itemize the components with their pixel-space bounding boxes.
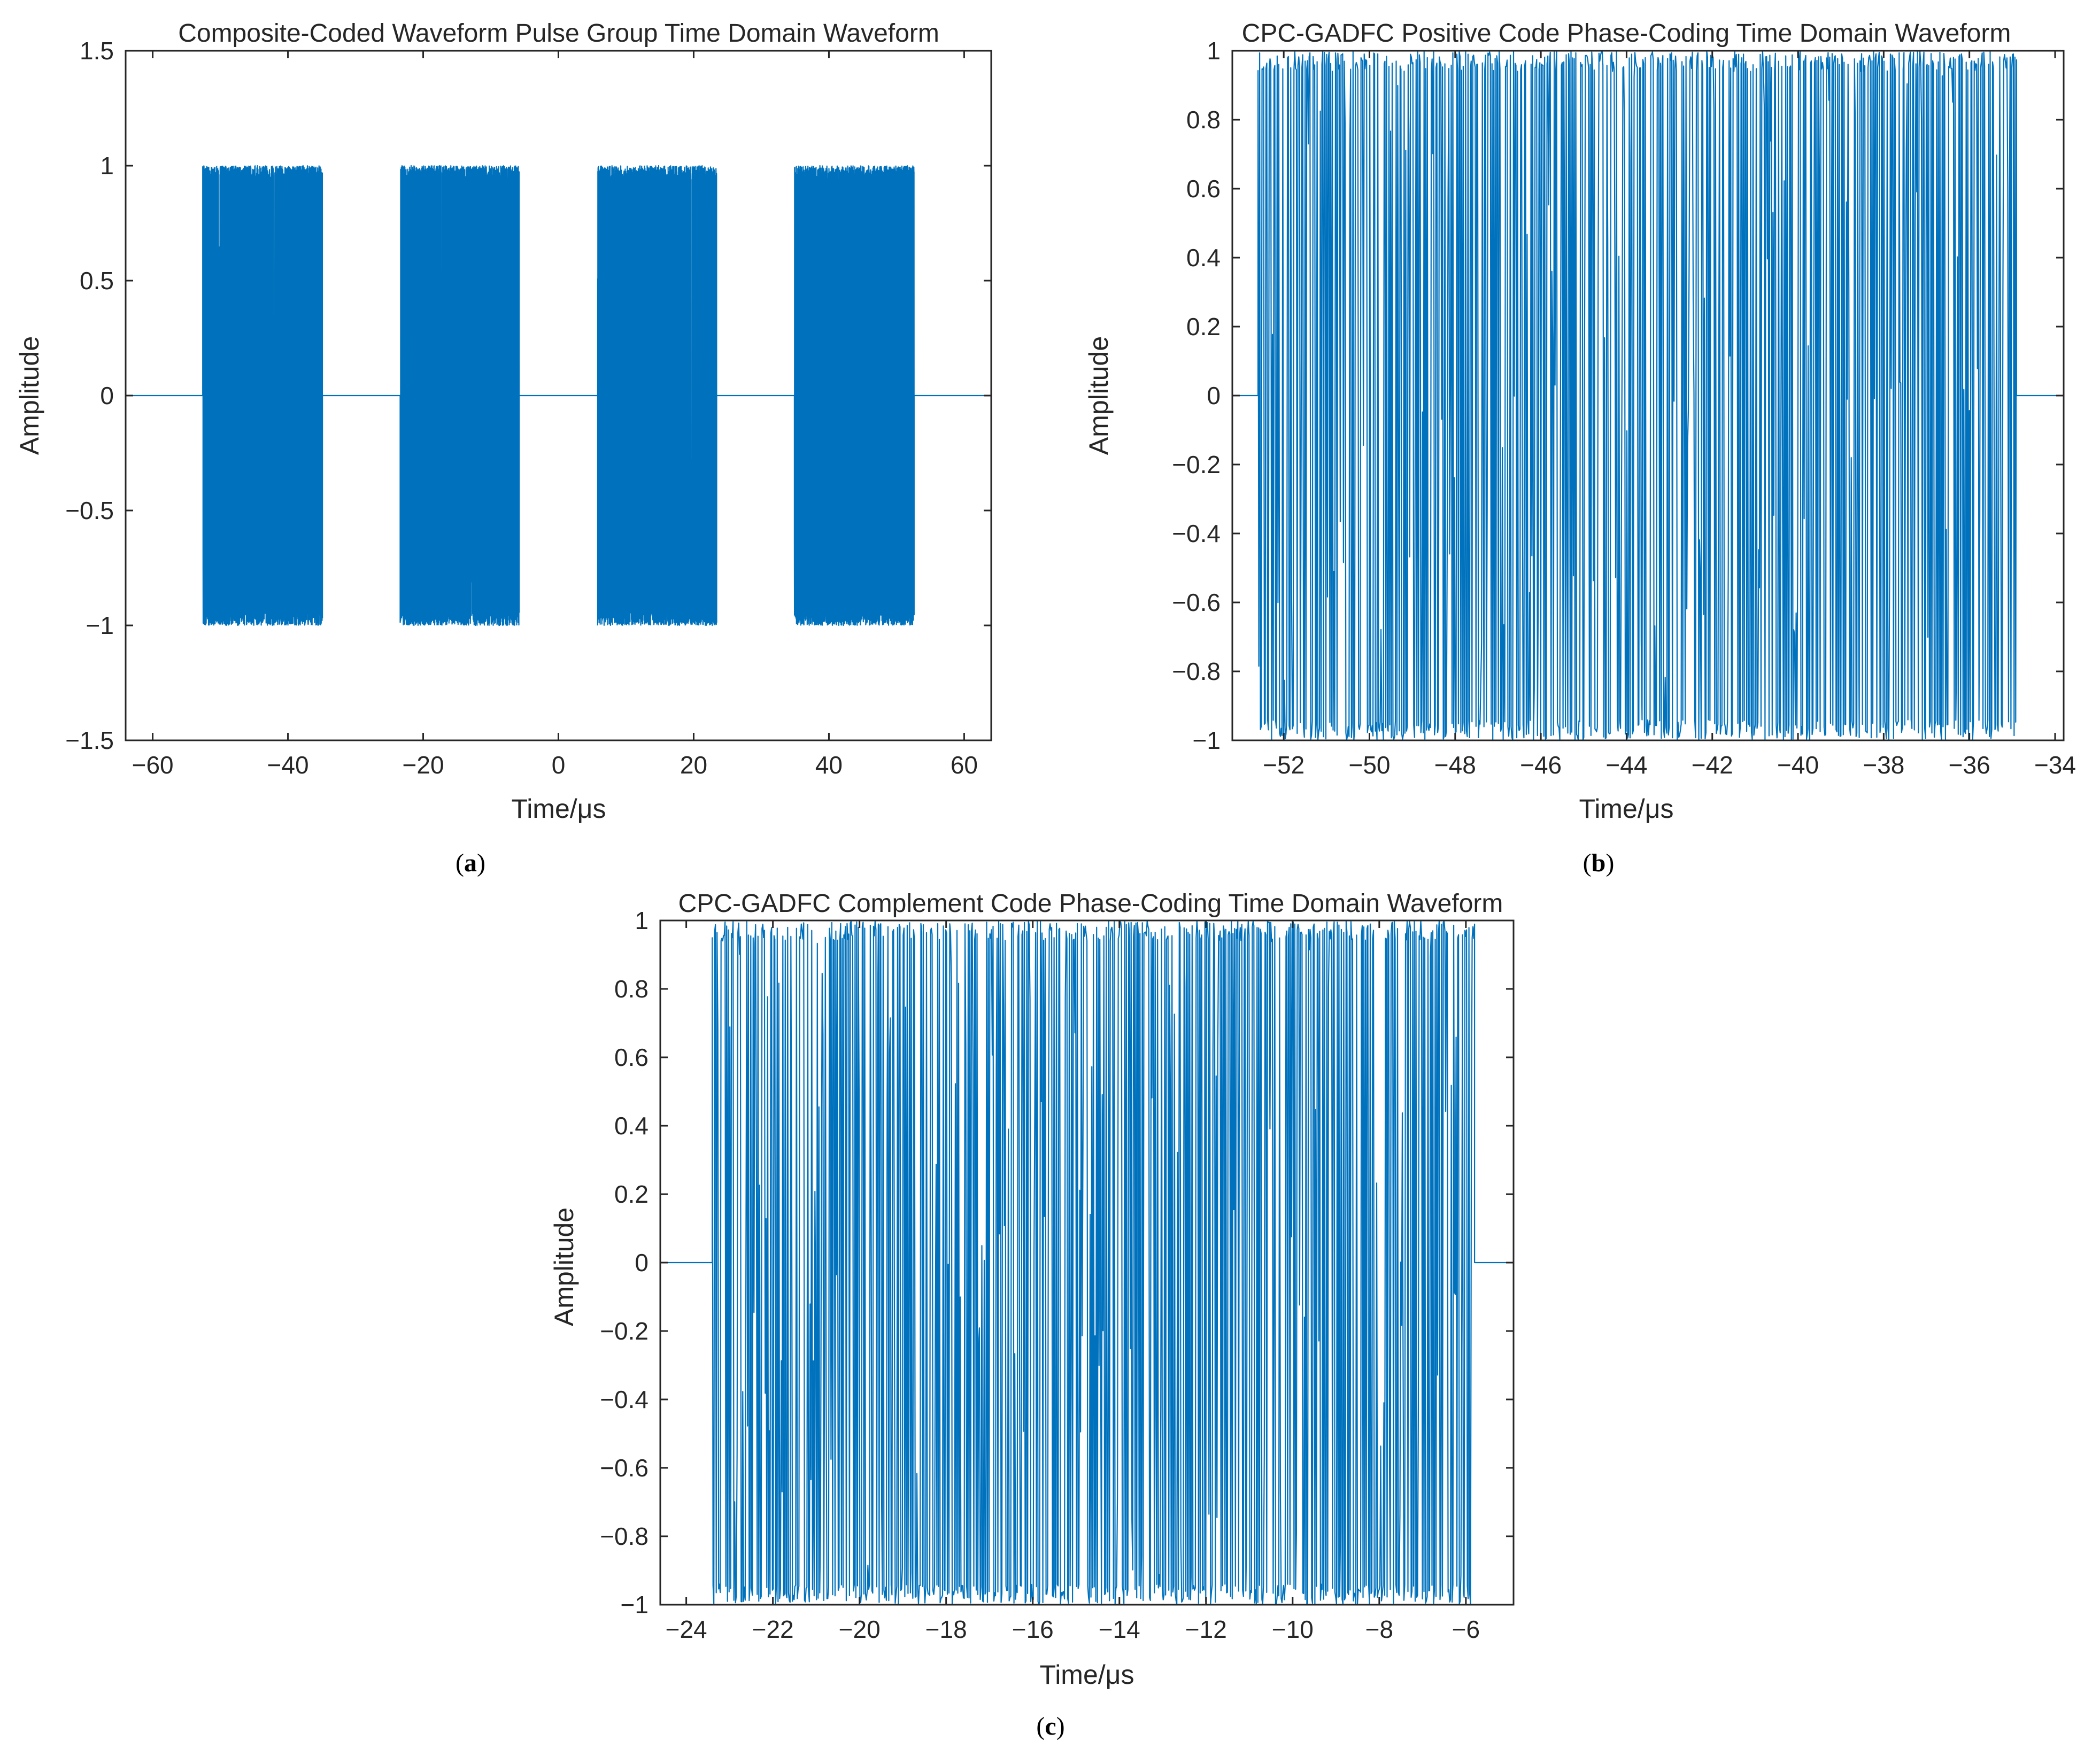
panel-b-caption: (b): [1583, 849, 1615, 877]
panel-a-xtick-label: −40: [267, 751, 309, 779]
panel-a-xtick-label: 0: [552, 751, 566, 779]
panel-b-xtick-label: −42: [1692, 751, 1733, 779]
panel-b-ytick-label: 0.6: [1186, 175, 1221, 203]
panel-b-ylabel: Amplitude: [1084, 336, 1114, 455]
panel-a-ytick-label: −1: [86, 612, 114, 639]
panel-c-caption-letter: c: [1045, 1712, 1056, 1740]
panel-c-caption: (c): [1036, 1712, 1064, 1740]
panel-b-ticks: −52 −50 −48 −46 −44 −42 −40 −38 −36 −34 −1 −0.8 −0.6…: [1172, 37, 2076, 779]
panel-b-ytick-label: −0.4: [1172, 520, 1221, 547]
panel-c-ytick-label: 0: [635, 1249, 649, 1276]
panel-b-ytick-label: 0.8: [1186, 106, 1221, 134]
panel-c-ytick-label: 0.6: [614, 1043, 649, 1071]
panel-c-title: CPC-GADFC Complement Code Phase-Coding T…: [678, 889, 1503, 918]
panel-b-xtick-label: −36: [1949, 751, 1990, 779]
panel-b: CPC-GADFC Positive Code Phase-Coding Tim…: [1084, 19, 2076, 877]
panel-c-ytick-label: −0.6: [600, 1454, 649, 1482]
panel-a-ylabel: Amplitude: [14, 336, 44, 455]
panel-a-xtick-label: −20: [403, 751, 444, 779]
panel-c-xlabel: Time/μs: [1040, 1660, 1134, 1690]
panel-c-ylabel: Amplitude: [549, 1208, 579, 1326]
panel-b-xtick-label: −52: [1263, 751, 1304, 779]
panel-c-xtick-label: −10: [1272, 1615, 1314, 1643]
panel-b-title: CPC-GADFC Positive Code Phase-Coding Tim…: [1242, 19, 2011, 48]
panel-c-xtick-label: −22: [752, 1615, 794, 1643]
panel-c-xtick-label: −8: [1365, 1615, 1393, 1643]
panel-c-xtick-label: −14: [1099, 1615, 1140, 1643]
panel-c-ytick-label: −0.2: [600, 1317, 649, 1345]
panel-a-ytick-label: 1.5: [80, 37, 114, 65]
panel-c-ytick-label: −0.4: [600, 1386, 649, 1413]
panel-c-ytick-label: 0.2: [614, 1180, 649, 1208]
panel-c-ytick-label: −0.8: [600, 1522, 649, 1550]
panel-c-xtick-label: −20: [839, 1615, 881, 1643]
panel-a-ticks: −60 −40 −20 0 20 40 60 −1.5 −1 −0.5 0 0.5 1 1.5: [65, 37, 991, 779]
panel-b-ytick-label: 1: [1207, 37, 1221, 65]
panel-c-xtick-label: −16: [1012, 1615, 1054, 1643]
panel-b-xtick-label: −34: [2034, 751, 2076, 779]
panel-a-ytick-label: −1.5: [65, 726, 114, 754]
panel-a: Composite-Coded Waveform Pulse Group Tim…: [14, 19, 992, 877]
panel-c-xtick-label: −6: [1452, 1615, 1480, 1643]
panel-a-xtick-label: 20: [680, 751, 707, 779]
panel-b-xtick-label: −44: [1605, 751, 1647, 779]
panel-a-ytick-label: −0.5: [65, 497, 114, 524]
panel-b-ytick-label: 0: [1207, 382, 1221, 409]
panel-b-ytick-label: 0.2: [1186, 313, 1221, 341]
panel-b-caption-letter: b: [1592, 849, 1606, 877]
panel-a-xtick-label: −60: [132, 751, 174, 779]
panel-b-ytick-label: −0.8: [1172, 657, 1221, 685]
panel-c-ytick-label: 0.8: [614, 975, 649, 1003]
panel-b-xtick-label: −38: [1863, 751, 1904, 779]
panel-c-xtick-label: −12: [1185, 1615, 1227, 1643]
panel-a-title: Composite-Coded Waveform Pulse Group Tim…: [178, 19, 939, 48]
panel-c-ytick-label: −1: [621, 1591, 649, 1619]
panel-b-ytick-label: −1: [1193, 726, 1221, 754]
panel-c: CPC-GADFC Complement Code Phase-Coding T…: [549, 889, 1515, 1740]
panel-a-xtick-label: 60: [951, 751, 978, 779]
panel-a-caption-letter: a: [464, 849, 477, 877]
panel-a-ytick-label: 0.5: [80, 267, 114, 295]
panel-b-xtick-label: −40: [1777, 751, 1819, 779]
panel-b-xlabel: Time/μs: [1579, 794, 1674, 824]
panel-c-ytick-label: 0.4: [614, 1112, 649, 1140]
panel-b-xtick-label: −50: [1348, 751, 1390, 779]
panel-b-xtick-label: −46: [1520, 751, 1562, 779]
panel-a-xlabel: Time/μs: [512, 794, 606, 824]
panel-b-ytick-label: −0.2: [1172, 451, 1221, 478]
panel-c-ticks: −24 −22 −20 −18 −16 −14 −12 −10 −8 −6 −1 −0.8 −0.6 −0…: [600, 907, 1514, 1643]
panel-b-xtick-label: −48: [1434, 751, 1476, 779]
panel-a-waveform: [126, 165, 991, 626]
panel-c-series-line: [660, 920, 1514, 1605]
panel-a-caption: (a): [456, 849, 485, 877]
panel-b-ytick-label: 0.4: [1186, 244, 1221, 272]
panel-c-xtick-label: −18: [925, 1615, 967, 1643]
panel-a-xtick-label: 40: [815, 751, 843, 779]
panel-b-ytick-label: −0.6: [1172, 589, 1221, 616]
panel-a-ytick-label: 1: [100, 152, 114, 180]
panel-a-ytick-label: 0: [100, 382, 114, 409]
panel-c-xtick-label: −24: [666, 1615, 707, 1643]
panel-c-waveform: [660, 920, 1514, 1605]
panel-a-series-line: [126, 165, 991, 626]
panel-c-ytick-label: 1: [635, 907, 649, 934]
